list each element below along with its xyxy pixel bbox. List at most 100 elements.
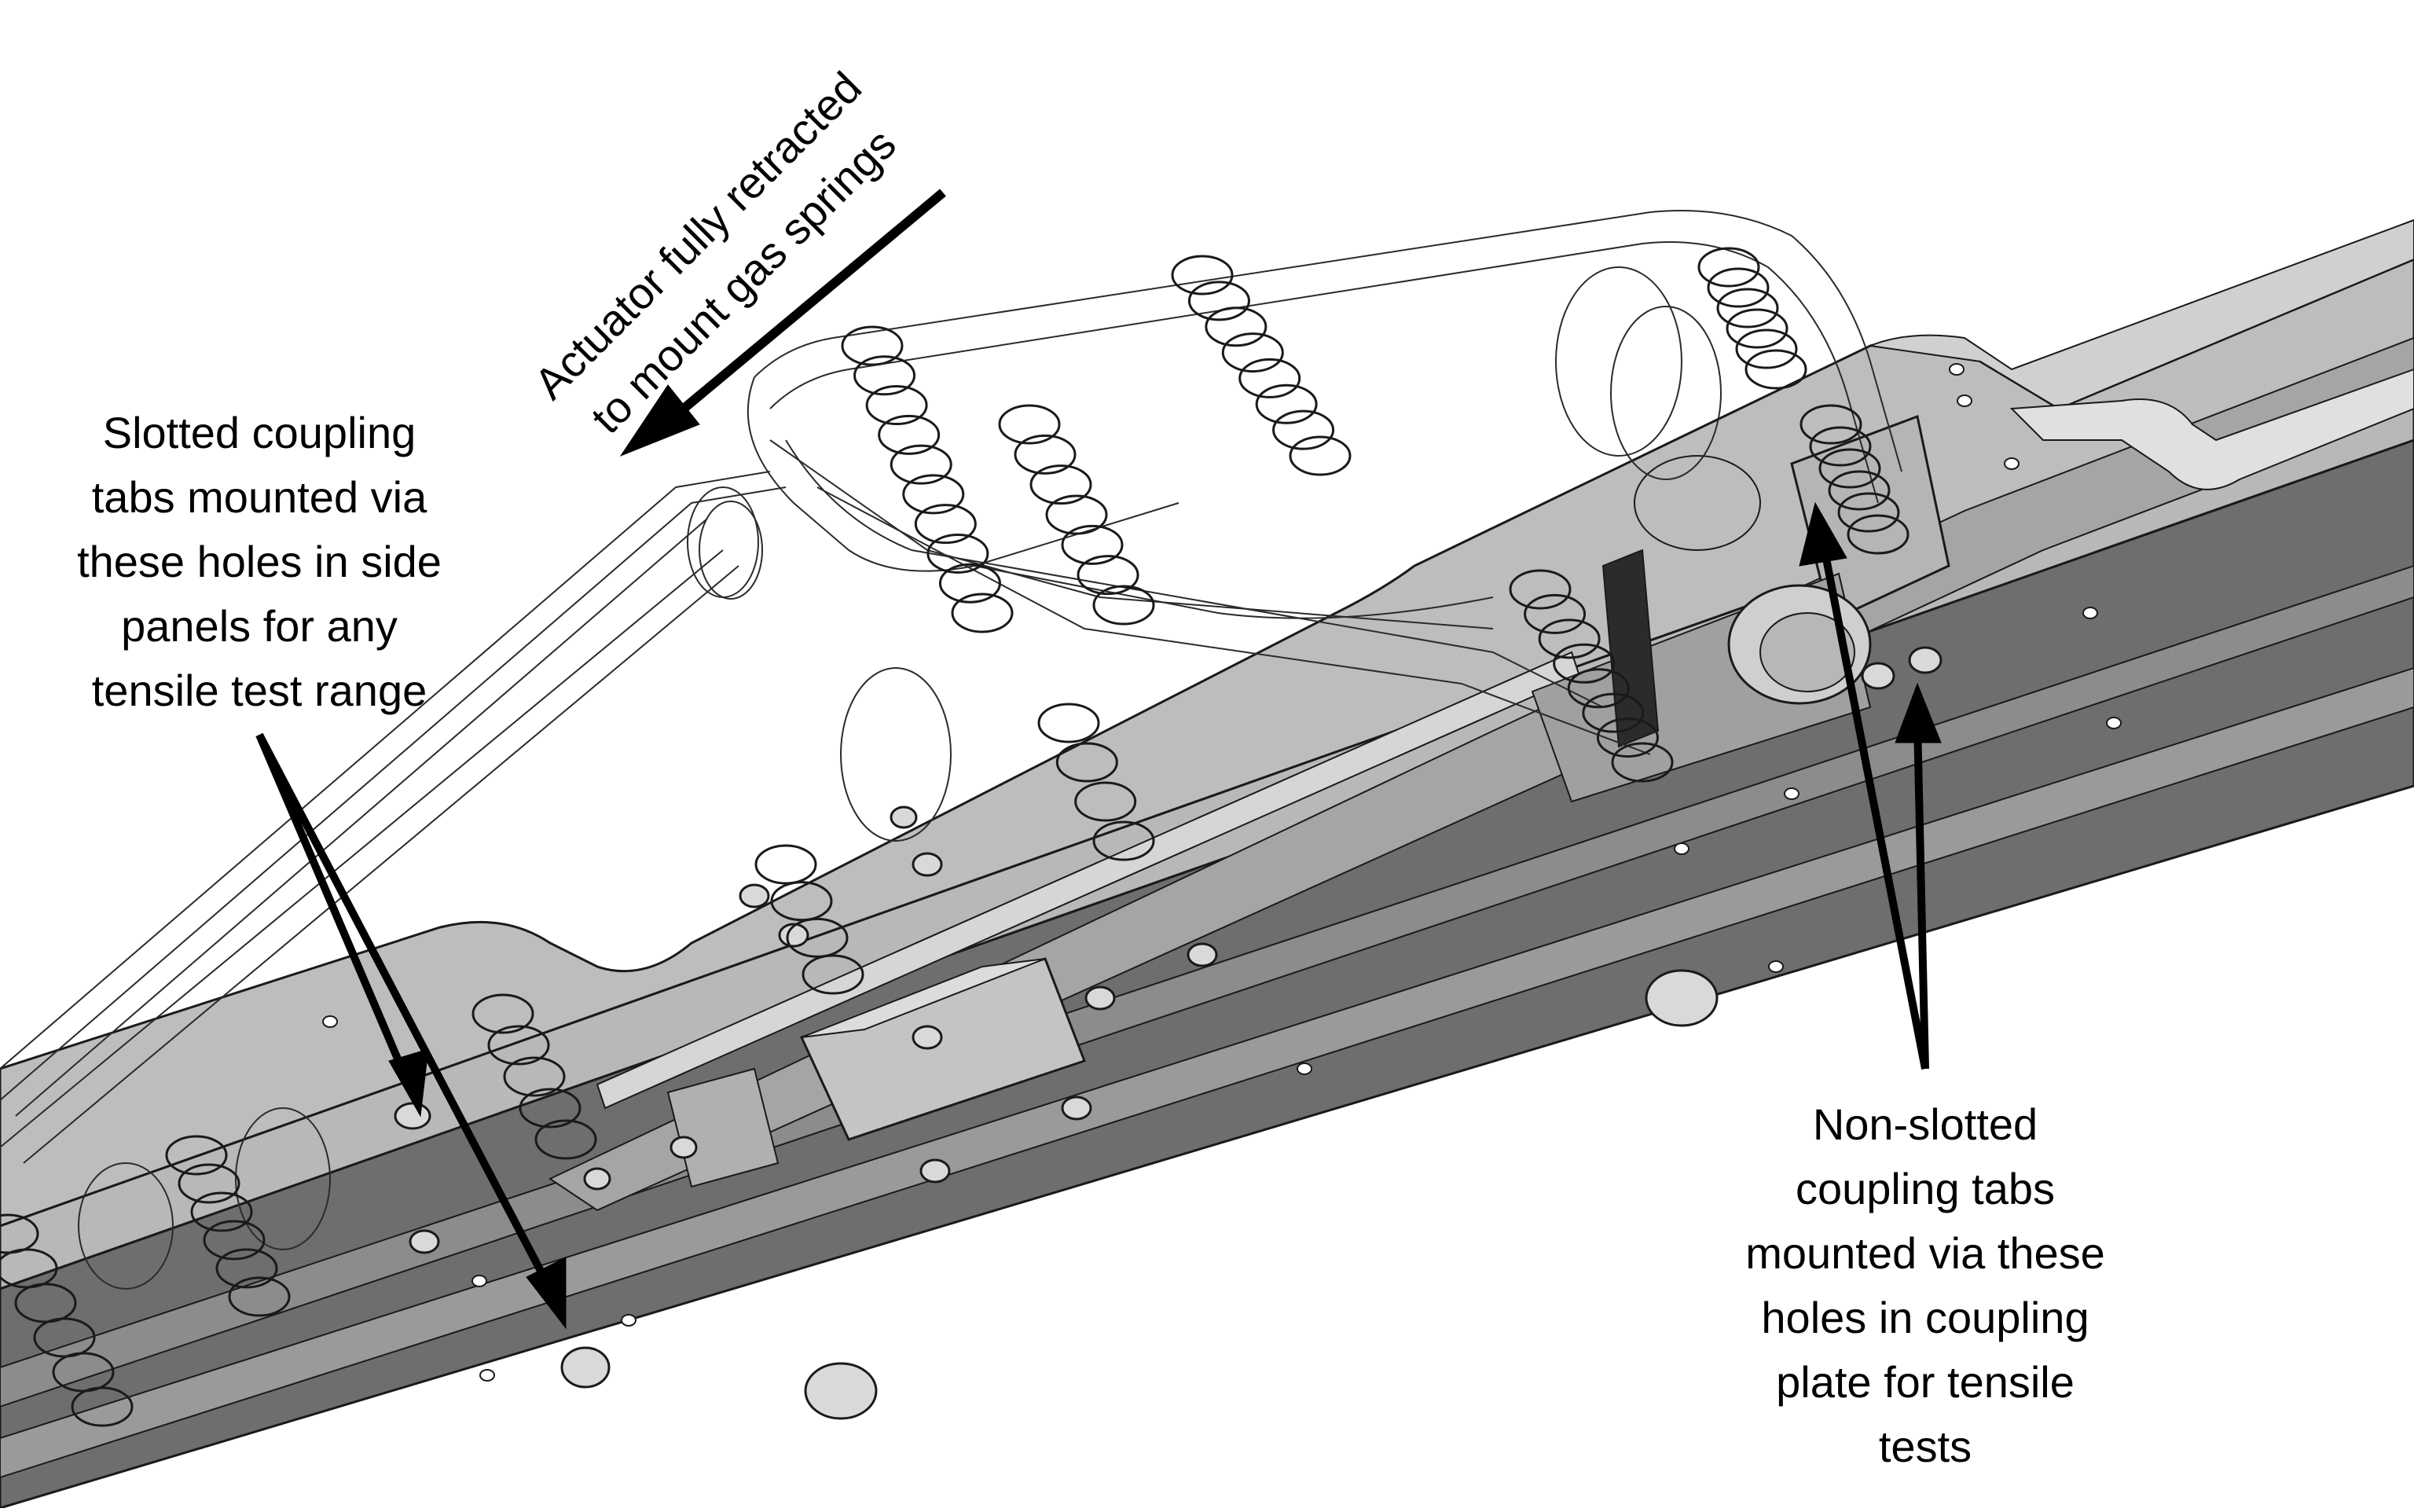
nonslotted-tabs-annotation: Non-slotted coupling tabs mounted via th… [1697, 1092, 2153, 1479]
spring-coil [914, 504, 977, 545]
spring-coil [1697, 247, 1760, 288]
spring-coil [1735, 328, 1798, 369]
slotted-annotation-line-3: these holes in side [77, 537, 442, 586]
panel-holes [322, 363, 2122, 1382]
slotted-arrow-head-1 [388, 1048, 429, 1117]
spring-coil [165, 1135, 228, 1176]
assembly-rendering [0, 189, 2414, 1510]
nonslotted-annotation-line-5: plate for tensile [1776, 1357, 2075, 1407]
nonslotted-arrow-shaft-1 [1819, 541, 1929, 1070]
spring-coil [1596, 717, 1659, 758]
spring-coil [471, 993, 534, 1034]
nonslotted-annotation-line-1: Non-slotted [1812, 1099, 2038, 1149]
roller-upper [1634, 455, 1761, 551]
side-panel-right-notch [2009, 368, 2414, 490]
nonslotted-annotation-line-3: mounted via these [1745, 1228, 2105, 1278]
carriage-block-top [801, 958, 1046, 1038]
spring-coil [1205, 306, 1268, 347]
slotted-tabs-annotation: Slotted coupling tabs mounted via these … [31, 401, 487, 723]
spring-coil [1524, 593, 1587, 634]
spring-coil [1809, 426, 1872, 467]
spring-coil [1726, 308, 1788, 349]
actuator-arrow-shaft [657, 189, 946, 432]
spring-coil [1799, 404, 1862, 445]
spring-coil [1828, 470, 1891, 511]
slotted-arrow-shaft-1 [255, 733, 413, 1086]
spring-coil [1221, 332, 1284, 373]
spring-coil [890, 444, 952, 485]
spring-coil [71, 1386, 134, 1427]
spring-coil [190, 1191, 253, 1232]
vertical-tab [1601, 549, 1660, 748]
spring-coil [902, 474, 965, 515]
spring-coil [1837, 492, 1900, 533]
rail-strip-2 [0, 666, 2414, 1479]
spring-coil [1255, 384, 1318, 424]
spring-coil [998, 404, 1061, 445]
spring-coil [770, 881, 833, 922]
gas-spring-coils [0, 247, 1910, 1427]
spring-coil [1238, 358, 1301, 398]
spring-coil [203, 1220, 266, 1261]
spring-coil [938, 563, 1001, 604]
spring-coil [1272, 409, 1335, 450]
actuator-arrow-head [619, 384, 700, 457]
spring-coil [1567, 668, 1630, 709]
spring-coil [1611, 742, 1674, 783]
spring-coil [1074, 781, 1137, 822]
spring-coil [1818, 448, 1881, 489]
spring-coil [754, 844, 817, 885]
spring-coil [1538, 618, 1601, 659]
nonslotted-annotation-line-2: coupling tabs [1795, 1164, 2055, 1213]
spring-coil [951, 593, 1014, 633]
nonslotted-arrow-head-2 [1895, 682, 1942, 743]
spring-coil [1707, 267, 1770, 308]
spring-coil [865, 385, 928, 426]
spring-coil [1029, 464, 1092, 505]
spring-coil [1077, 555, 1139, 596]
spring-coil [503, 1056, 566, 1097]
side-panel-right-top [1867, 218, 2414, 410]
nonslotted-arrow-head-1 [1799, 501, 1847, 567]
spring-coil [802, 954, 864, 995]
spring-coil [1716, 288, 1779, 328]
spring-coil [519, 1088, 581, 1128]
slotted-annotation-line-2: tabs mounted via [91, 472, 427, 522]
spring-coil [1045, 494, 1108, 535]
spring-coil [786, 917, 849, 958]
spring-coil [1014, 434, 1077, 475]
pointer-arrows [255, 189, 1942, 1330]
spring-coil [853, 355, 916, 396]
spring-coil [1037, 703, 1100, 743]
spring-coil [841, 325, 904, 366]
slotted-arrow-head-2 [526, 1257, 567, 1330]
spring-coil [1187, 281, 1250, 321]
spring-coil [1092, 820, 1155, 861]
spring-coil [215, 1248, 278, 1289]
spring-coil [1289, 435, 1352, 476]
spring-coil [926, 533, 989, 574]
spring-coil [1582, 692, 1645, 733]
spring-coil [1553, 643, 1616, 684]
spring-coil [228, 1276, 291, 1317]
spring-coil [1055, 742, 1118, 783]
slotted-annotation-line-1: Slotted coupling [102, 408, 416, 457]
roller-cap-inner [1759, 612, 1855, 692]
spring-coil [534, 1119, 597, 1160]
nonslotted-annotation-line-4: holes in coupling [1761, 1293, 2089, 1342]
nonslotted-annotation-line-6: tests [1878, 1422, 1972, 1471]
nonslotted-arrow-shaft-2 [1913, 722, 1929, 1070]
spring-coil [178, 1163, 240, 1204]
spring-coil [1847, 514, 1910, 555]
spring-coil [487, 1025, 550, 1066]
spring-coil [1061, 524, 1124, 565]
spring-coil [1509, 569, 1572, 610]
bolt-heads [394, 646, 1943, 1420]
spring-coil [1092, 585, 1155, 626]
slotted-annotation-line-4: panels for any [121, 601, 398, 651]
slotted-arrow-shaft-2 [255, 732, 554, 1291]
slotted-annotation-line-5: tensile test range [91, 666, 427, 715]
actuator-wireframe [0, 210, 1902, 1290]
